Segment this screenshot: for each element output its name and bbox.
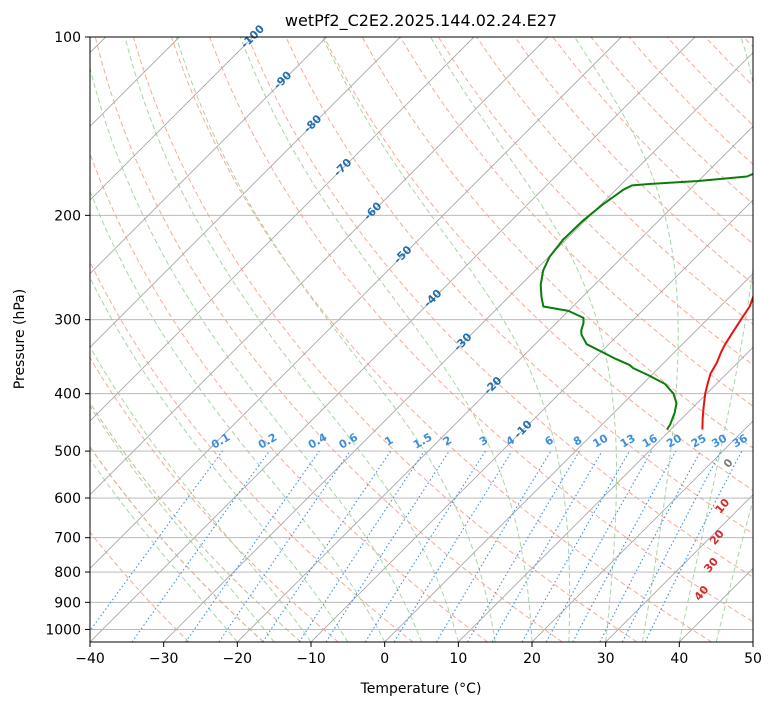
mixing-ratio-line bbox=[131, 450, 270, 642]
isotherm-line bbox=[163, 52, 753, 642]
isotherm-line bbox=[237, 125, 753, 642]
sounding-profiles bbox=[539, 172, 753, 431]
x-tick-label: 30 bbox=[597, 651, 615, 667]
x-tick-label: 0 bbox=[380, 651, 389, 667]
isotherm-line bbox=[90, 37, 696, 642]
mixing-ratio-line bbox=[393, 450, 513, 642]
y-tick-label: 1000 bbox=[45, 622, 81, 638]
dry-adiabat-line bbox=[361, 37, 753, 449]
temperature-profile-line bbox=[701, 294, 753, 430]
dry-adiabat-line bbox=[90, 356, 339, 642]
dry-adiabat-line bbox=[90, 152, 488, 642]
y-tick-label: 700 bbox=[54, 531, 81, 547]
y-tick-label: 100 bbox=[54, 30, 81, 46]
x-tick-label: 10 bbox=[449, 651, 467, 667]
moist-adiabat-line bbox=[239, 37, 533, 642]
isotherm-line bbox=[90, 37, 475, 422]
moist-adiabat-line bbox=[90, 65, 422, 642]
mixing-ratio-line bbox=[298, 450, 425, 642]
chart-title: wetPf2_C2E2.2025.144.02.24.E27 bbox=[285, 11, 557, 31]
y-tick-label: 300 bbox=[54, 313, 81, 329]
isotherm-line bbox=[90, 37, 254, 201]
isotherm-line bbox=[90, 37, 401, 348]
x-tick-label: −30 bbox=[149, 651, 179, 667]
mixing-ratio-line bbox=[572, 450, 677, 642]
x-tick-label: 40 bbox=[670, 651, 688, 667]
mixing-ratio-line bbox=[218, 450, 351, 642]
mixing-ratio-lines bbox=[90, 450, 743, 642]
mixing-ratio-line bbox=[545, 450, 653, 642]
dry-adiabat-line bbox=[94, 37, 563, 642]
plot-frame bbox=[89, 36, 754, 643]
x-tick-label: −40 bbox=[75, 651, 105, 667]
y-tick-label: 200 bbox=[54, 208, 81, 224]
mixing-ratio-line bbox=[325, 450, 450, 642]
isotherm-line bbox=[605, 494, 753, 642]
mixing-ratio-line bbox=[521, 450, 630, 642]
mixing-ratio-line bbox=[644, 450, 743, 642]
moist-adiabat-line bbox=[90, 189, 386, 642]
isotherm-line bbox=[90, 37, 622, 569]
y-tick-label: 500 bbox=[54, 444, 81, 460]
y-axis-title: Pressure (hPa) bbox=[12, 289, 28, 389]
plot-area-background bbox=[90, 37, 753, 642]
y-axis: 1000 900 800 700 600 500 400 300 200 100 bbox=[45, 30, 90, 638]
isotherm-line bbox=[531, 420, 753, 642]
dry-adiabat-line bbox=[247, 37, 753, 578]
isotherm-line bbox=[90, 37, 548, 496]
mixing-ratio-line bbox=[185, 450, 320, 642]
isotherm-line bbox=[90, 37, 327, 275]
reference-adiabat-line bbox=[90, 446, 264, 642]
x-tick-label: 50 bbox=[744, 651, 762, 667]
x-tick-label: −10 bbox=[296, 651, 326, 667]
moist-adiabat-line bbox=[90, 458, 238, 642]
moist-adiabat-line bbox=[90, 405, 275, 642]
dry-adiabat-line bbox=[90, 531, 190, 642]
isotherm-line bbox=[458, 346, 753, 642]
plot-area bbox=[90, 37, 753, 642]
mixing-ratio-line bbox=[90, 450, 223, 632]
dry-adiabat-line bbox=[209, 37, 753, 623]
y-tick-label: 800 bbox=[54, 565, 81, 581]
dry-adiabat-line bbox=[285, 37, 753, 535]
moist-adiabat-line bbox=[715, 498, 753, 642]
y-tick-label: 400 bbox=[54, 387, 81, 403]
isotherm-line bbox=[384, 273, 753, 642]
pressure-gridlines bbox=[90, 37, 753, 630]
dry-adiabat-line bbox=[171, 37, 712, 642]
isotherms bbox=[90, 37, 753, 642]
x-tick-label: −20 bbox=[223, 651, 253, 667]
x-axis-title: Temperature (°C) bbox=[360, 681, 482, 697]
moist-adiabat-line bbox=[124, 37, 459, 642]
moist-adiabat-line bbox=[574, 37, 679, 642]
dewpoint-profile-line bbox=[539, 172, 753, 431]
moist-adiabat-line bbox=[175, 37, 496, 642]
reference-adiabat-line bbox=[90, 402, 302, 642]
moist-adiabat-line bbox=[90, 276, 349, 642]
dry-adiabat-line bbox=[399, 37, 753, 407]
moist-adiabat-line bbox=[678, 37, 753, 642]
dry-adiabat-line bbox=[514, 37, 753, 285]
x-tick-label: 20 bbox=[523, 651, 541, 667]
dry-adiabat-line bbox=[323, 37, 753, 491]
moist-adiabat-line bbox=[322, 37, 571, 642]
dry-adiabat-line bbox=[132, 37, 638, 642]
mixing-ratio-line bbox=[262, 450, 392, 642]
dry-adiabat-line bbox=[437, 37, 753, 366]
moist-adiabat-line bbox=[430, 37, 617, 642]
y-tick-label: 900 bbox=[54, 595, 81, 611]
x-axis: −40 −30 −20 −10 0 10 20 30 40 50 bbox=[75, 642, 762, 667]
isotherm-line bbox=[310, 199, 753, 642]
y-tick-label: 600 bbox=[54, 491, 81, 507]
